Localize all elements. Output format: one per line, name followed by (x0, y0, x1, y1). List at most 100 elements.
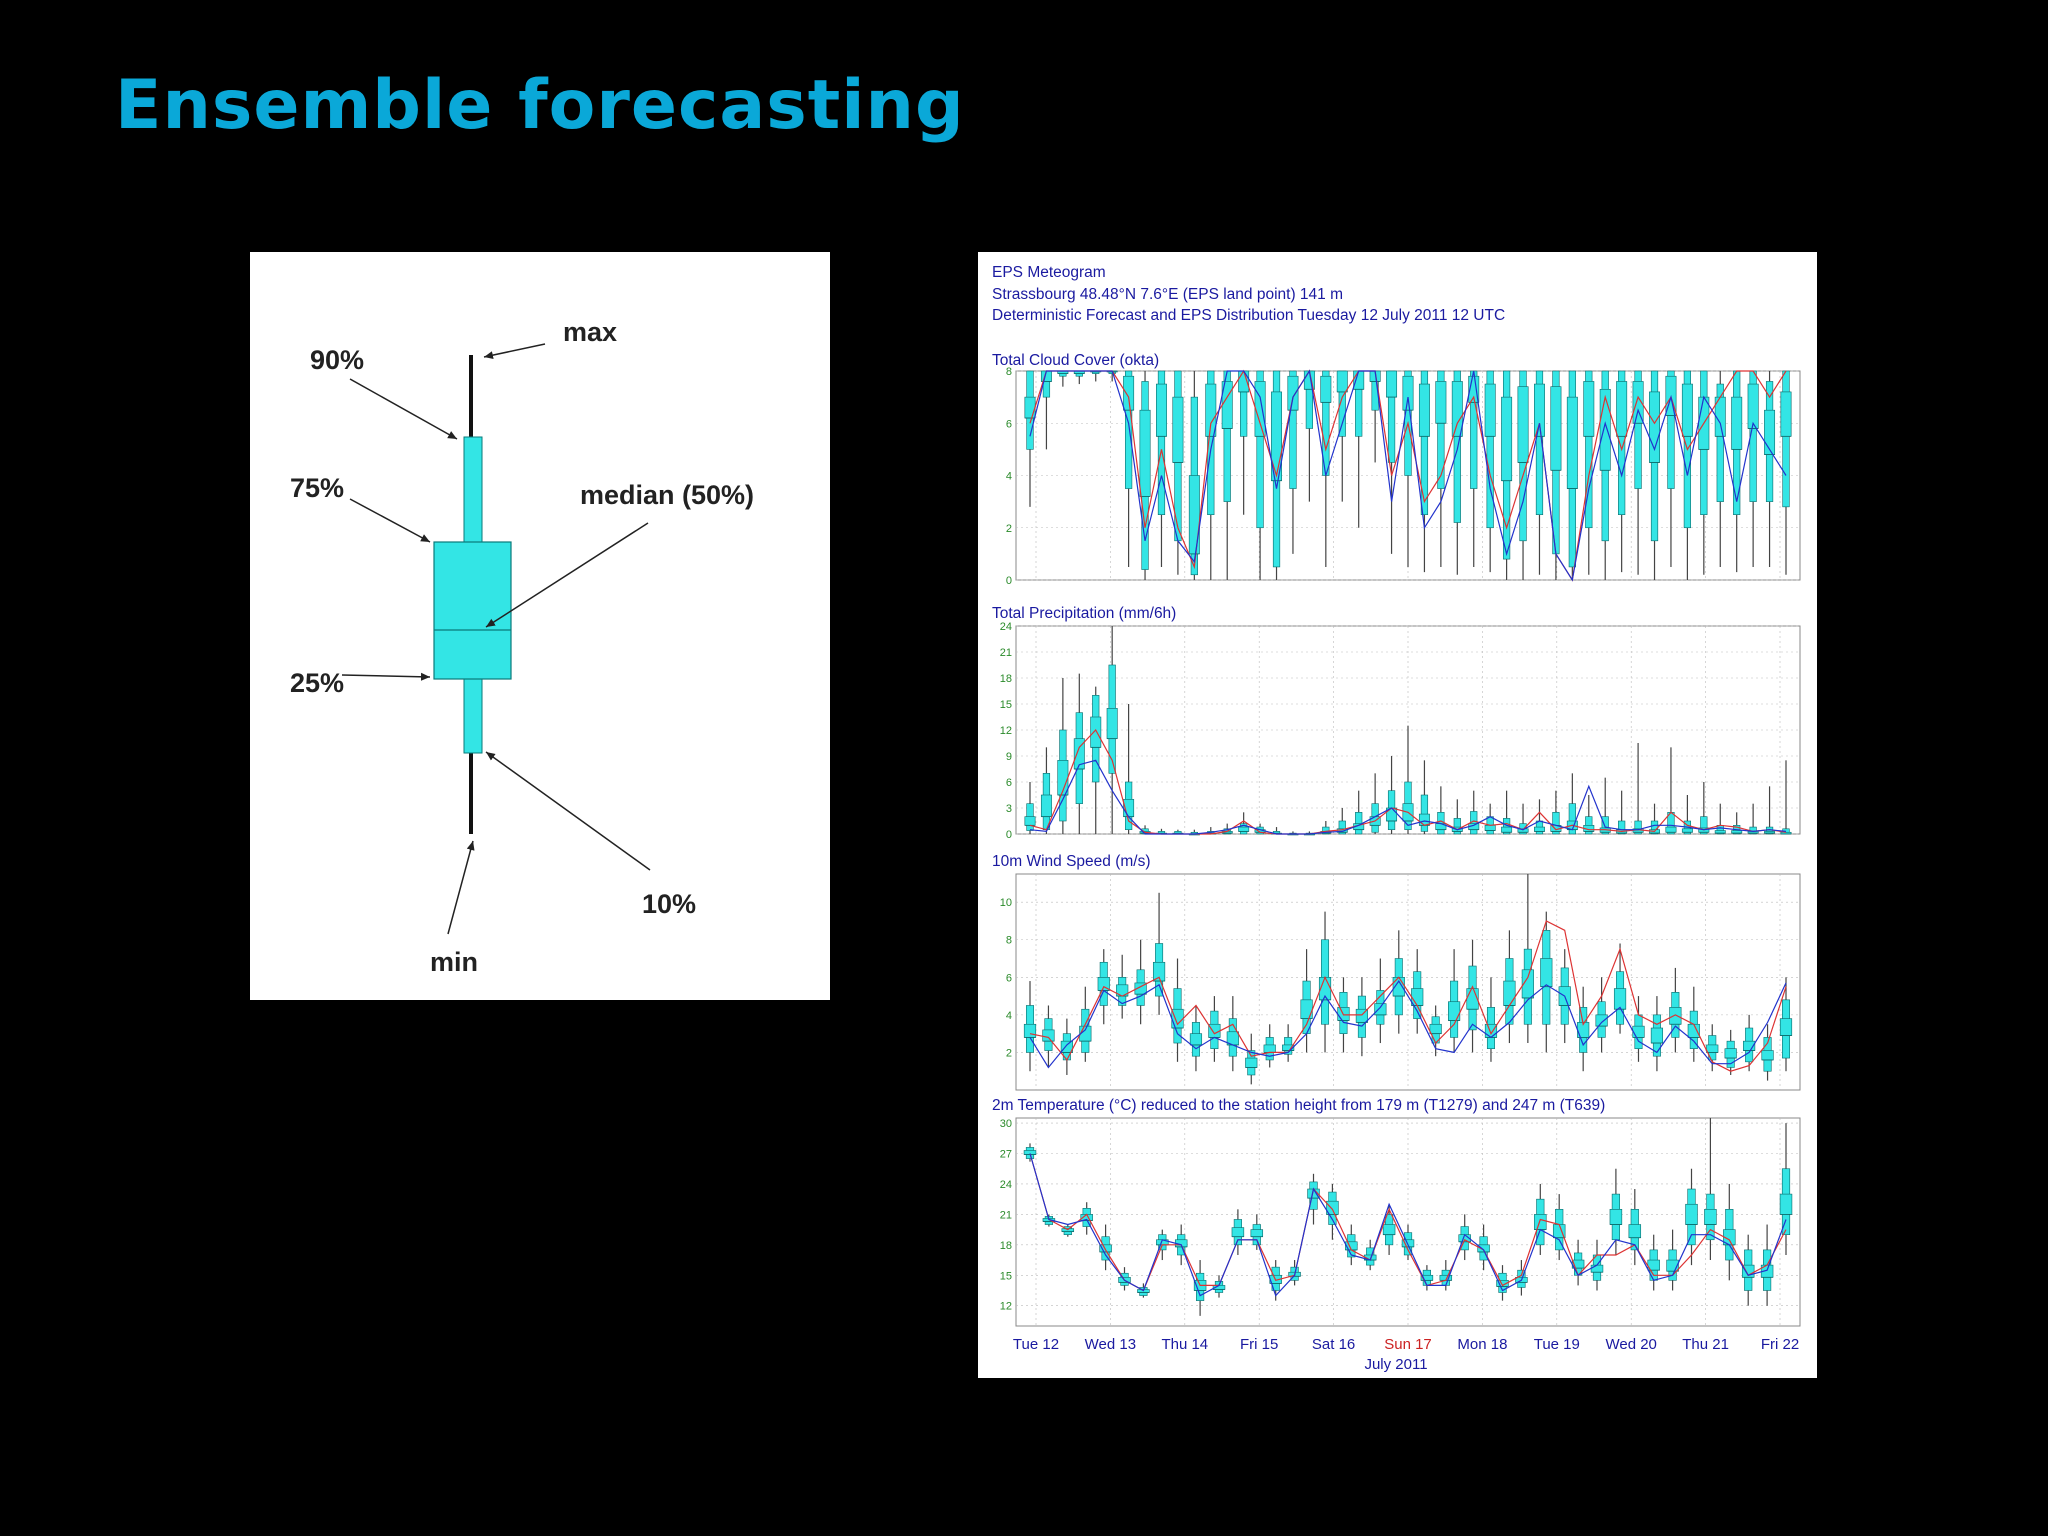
box-25-75 (1374, 1003, 1387, 1016)
box-25-75 (1320, 375, 1332, 403)
arrow-75 (349, 498, 431, 543)
panel-title: 10m Wind Speed (m/s) (992, 853, 1151, 870)
box-25-75 (1429, 1023, 1442, 1034)
box-25-75 (1466, 988, 1479, 1010)
panel-title: Total Precipitation (mm/6h) (992, 605, 1176, 622)
y-tick-label: 0 (1006, 575, 1012, 587)
red-series-line (1029, 920, 1787, 1072)
box-10-90 (1453, 818, 1461, 835)
box-25-75 (1599, 388, 1611, 471)
box-25-75 (1550, 386, 1562, 471)
box-10-90 (1124, 370, 1133, 489)
x-tick-label: Tue 12 (1013, 1336, 1059, 1353)
box-25-75 (1687, 1023, 1700, 1038)
box-25-75 (1681, 383, 1693, 437)
box-25-75 (1040, 794, 1052, 817)
eps-meteogram-panel: EPS Meteogram Strassbourg 48.48°N 7.6°E … (978, 252, 1817, 1378)
x-tick-label: Thu 14 (1161, 1336, 1208, 1353)
box-25-75 (1238, 826, 1250, 832)
box-25-75 (1448, 1001, 1461, 1021)
arrow-90 (349, 378, 458, 440)
box-25-75 (1501, 396, 1513, 482)
box-10-90 (1601, 816, 1609, 835)
box-10-90 (1585, 370, 1593, 529)
box-25-75 (1724, 1048, 1737, 1059)
x-tick-label: Sun 17 (1384, 1336, 1432, 1353)
box-10-90 (1618, 370, 1626, 515)
box-10-90 (1618, 820, 1626, 835)
box-25-75 (1613, 988, 1627, 1010)
legend-label-25: 25% (290, 668, 344, 698)
eps-meteogram: EPS Meteogram Strassbourg 48.48°N 7.6°E … (992, 264, 1801, 1373)
box-25-75 (1023, 1023, 1037, 1038)
box-25-75 (1139, 409, 1151, 497)
box-25-75 (1632, 1025, 1645, 1038)
legend-label-min: min (430, 947, 478, 977)
box-10-90 (1535, 370, 1544, 515)
box-10-90 (1486, 370, 1494, 529)
box-10-90 (1420, 794, 1429, 832)
red-series-line (1029, 369, 1787, 582)
box-25-75 (1764, 409, 1776, 455)
red-series-line (1029, 1153, 1787, 1292)
panel-frame (1015, 873, 1801, 1091)
y-tick-label: 6 (1006, 972, 1012, 984)
box-25-75 (1616, 381, 1628, 437)
y-tick-label: 6 (1006, 418, 1012, 430)
box-25-75 (1540, 958, 1553, 987)
y-tick-label: 12 (1000, 725, 1012, 737)
arrow-10 (485, 751, 651, 871)
arrow-min (447, 840, 475, 935)
box-25-75 (1780, 391, 1792, 437)
box-10-90 (1634, 370, 1642, 489)
box-25-75 (1435, 381, 1447, 424)
box-10-90 (1568, 803, 1576, 835)
box-25-75 (1263, 1044, 1276, 1053)
box-10-90 (1289, 370, 1297, 489)
box-25-75 (1172, 396, 1184, 463)
legend-label-75: 75% (290, 473, 344, 503)
box-25-75 (1106, 708, 1118, 739)
meteogram-forecast-info: Deterministic Forecast and EPS Distribut… (992, 307, 1505, 324)
box-10-90 (1716, 383, 1724, 502)
panel-title: 2m Temperature (°C) reduced to the stati… (992, 1097, 1605, 1114)
arrow-max (483, 343, 546, 360)
box-25-75 (1300, 999, 1313, 1019)
y-tick-label: 21 (1000, 1209, 1012, 1221)
y-tick-label: 30 (1000, 1118, 1012, 1130)
box-10-90 (1667, 370, 1675, 489)
box-25-75 (1245, 1057, 1258, 1068)
box-10-90 (1355, 812, 1363, 835)
y-tick-label: 9 (1006, 751, 1012, 763)
y-tick-label: 15 (1000, 1270, 1012, 1282)
y-tick-label: 18 (1000, 1240, 1012, 1252)
box-25-75 (1747, 383, 1759, 429)
x-tick-label: Wed 13 (1085, 1336, 1136, 1353)
box-25-75 (1382, 1224, 1396, 1235)
y-tick-label: 0 (1006, 829, 1012, 841)
meteogram-location: Strassbourg 48.48°N 7.6°E (EPS land poin… (992, 286, 1343, 303)
box-25-75 (1704, 1209, 1717, 1225)
y-tick-label: 6 (1006, 777, 1012, 789)
arrow-median (485, 522, 649, 628)
y-tick-label: 3 (1006, 803, 1012, 815)
x-tick-label: Wed 20 (1605, 1336, 1656, 1353)
y-tick-label: 2 (1006, 523, 1012, 535)
box-25-75 (1188, 475, 1200, 555)
box-10-90 (1157, 370, 1166, 515)
box-10-90 (1552, 812, 1560, 835)
legend-label-max: max (563, 317, 617, 347)
box-25-75 (1336, 370, 1348, 393)
box-25-75 (1189, 1033, 1203, 1046)
y-tick-label: 18 (1000, 673, 1012, 685)
box-25-75 (1628, 1224, 1642, 1239)
box-25-75 (1208, 1023, 1221, 1038)
x-axis-caption: July 2011 (1364, 1356, 1427, 1373)
x-tick-label: Mon 18 (1457, 1336, 1507, 1353)
box-25-75 (1402, 375, 1414, 411)
box-10-90 (1207, 370, 1215, 515)
box-25-75 (1534, 383, 1545, 437)
legend-label-median: median (50%) (580, 480, 754, 510)
box-25-75 (1731, 396, 1743, 450)
box-25-75 (1534, 1214, 1547, 1230)
